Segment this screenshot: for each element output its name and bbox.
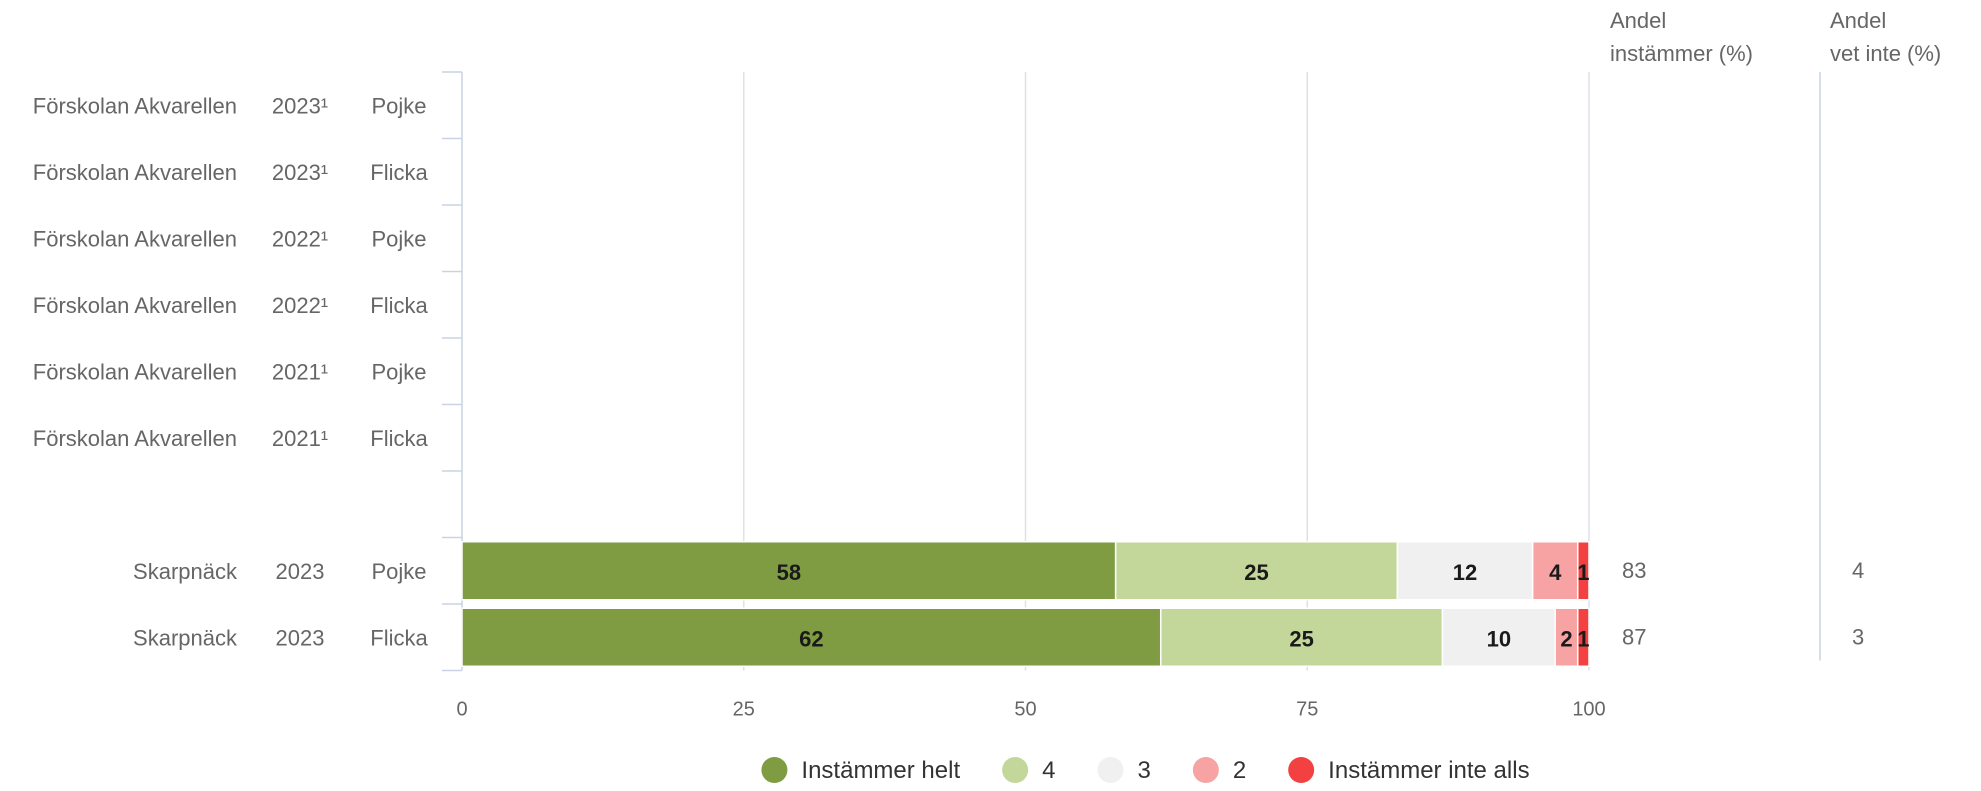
bar-value-label: 58 [777, 560, 801, 585]
x-axis: 0 25 50 75 100 [456, 699, 1605, 721]
row-unit-label: Förskolan Akvarellen [33, 359, 237, 384]
chart-row: Skarpnäck 2023 Pojke 58 25 12 4 1 83 4 [133, 541, 1864, 601]
chart-row: Förskolan Akvarellen 2021¹ Flicka [33, 426, 429, 451]
x-tick-label: 50 [1014, 699, 1036, 721]
chart-rows: Förskolan Akvarellen 2023¹ PojkeFörskolan … [33, 93, 1864, 667]
bar-value-label: 1 [1577, 560, 1589, 585]
row-gender-label: Flicka [370, 293, 428, 318]
legend-item[interactable]: Instämmer helt [761, 757, 960, 784]
chart-row: Förskolan Akvarellen 2021¹ Pojke [33, 359, 427, 384]
x-tick-label: 75 [1296, 699, 1318, 721]
dont-know-header-line-2: vet inte (%) [1830, 41, 1941, 66]
row-year-label: 2021¹ [272, 426, 328, 451]
legend-label: 4 [1042, 757, 1055, 784]
legend-item[interactable]: 2 [1192, 757, 1246, 784]
x-tick-label: 25 [733, 699, 755, 721]
row-gender-label: Flicka [370, 426, 428, 451]
legend-label: Instämmer helt [801, 757, 960, 784]
agree-share-value: 83 [1622, 558, 1646, 583]
row-gender-label: Flicka [370, 160, 428, 185]
bar-value-label: 62 [799, 626, 823, 651]
row-gender-label: Pojke [371, 559, 426, 584]
row-year-label: 2022¹ [272, 226, 328, 251]
row-year-label: 2022¹ [272, 293, 328, 318]
bar-value-label: 25 [1244, 560, 1268, 585]
row-gender-label: Pojke [371, 359, 426, 384]
row-unit-label: Förskolan Akvarellen [33, 160, 237, 185]
bar-value-label: 4 [1549, 560, 1562, 585]
bar-segment[interactable] [1114, 541, 1399, 601]
dont-know-header-line-1: Andel [1830, 8, 1886, 33]
row-unit-label: Skarpnäck [133, 559, 238, 584]
bar-segment[interactable] [1159, 607, 1444, 667]
dont-know-share-value: 3 [1852, 624, 1864, 649]
legend-swatch [1002, 757, 1029, 783]
legend-label: 2 [1233, 757, 1246, 784]
bar-value-label: 25 [1289, 626, 1313, 651]
x-tick-label: 100 [1572, 699, 1605, 721]
legend-label: 3 [1137, 757, 1150, 784]
legend-label: Instämmer inte alls [1328, 757, 1529, 784]
row-gender-label: Pojke [371, 93, 426, 118]
bar-segment[interactable] [1576, 607, 1590, 667]
row-year-label: 2023 [276, 559, 325, 584]
row-year-label: 2021¹ [272, 359, 328, 384]
chart-row: Skarpnäck 2023 Flicka 62 25 10 2 1 87 3 [133, 607, 1864, 667]
agree-header-line-2: instämmer (%) [1610, 41, 1753, 66]
legend-swatch [1192, 757, 1219, 783]
bar-segment[interactable] [461, 541, 1117, 601]
row-gender-label: Pojke [371, 226, 426, 251]
row-unit-label: Förskolan Akvarellen [33, 93, 237, 118]
chart-row: Förskolan Akvarellen 2023¹ Pojke [33, 93, 427, 118]
legend-item[interactable]: Instämmer inte alls [1288, 757, 1530, 784]
row-unit-label: Förskolan Akvarellen [33, 226, 237, 251]
legend-swatch [761, 757, 788, 783]
grid-lines [442, 71, 1821, 672]
column-headers: Andel instämmer (%) Andel vet inte (%) [1610, 8, 1941, 66]
legend[interactable]: Instämmer helt 4 3 2 Instämmer inte alls [761, 757, 1530, 784]
row-unit-label: Skarpnäck [133, 625, 238, 650]
agree-header-line-1: Andel [1610, 8, 1666, 33]
chart-row: Förskolan Akvarellen 2022¹ Pojke [33, 226, 427, 251]
bar-value-label: 2 [1560, 626, 1572, 651]
row-unit-label: Förskolan Akvarellen [33, 426, 237, 451]
bar-segment[interactable] [461, 607, 1162, 667]
dont-know-share-value: 4 [1852, 558, 1864, 583]
x-tick-label: 0 [456, 699, 467, 721]
row-year-label: 2023¹ [272, 160, 328, 185]
row-year-label: 2023 [276, 625, 325, 650]
chart-row: Förskolan Akvarellen 2022¹ Flicka [33, 293, 429, 318]
bar-segment[interactable] [1576, 541, 1590, 601]
agree-share-value: 87 [1622, 624, 1646, 649]
legend-item[interactable]: 3 [1097, 757, 1151, 784]
bar-value-label: 10 [1487, 626, 1511, 651]
chart-row: Förskolan Akvarellen 2023¹ Flicka [33, 160, 429, 185]
legend-swatch [1288, 757, 1315, 783]
bar-segment[interactable] [1396, 541, 1534, 601]
legend-item[interactable]: 4 [1002, 757, 1055, 784]
legend-swatch [1097, 757, 1124, 783]
row-unit-label: Förskolan Akvarellen [33, 293, 237, 318]
bar-value-label: 12 [1453, 560, 1477, 585]
bar-value-label: 1 [1577, 626, 1589, 651]
row-year-label: 2023¹ [272, 93, 328, 118]
row-gender-label: Flicka [370, 625, 428, 650]
